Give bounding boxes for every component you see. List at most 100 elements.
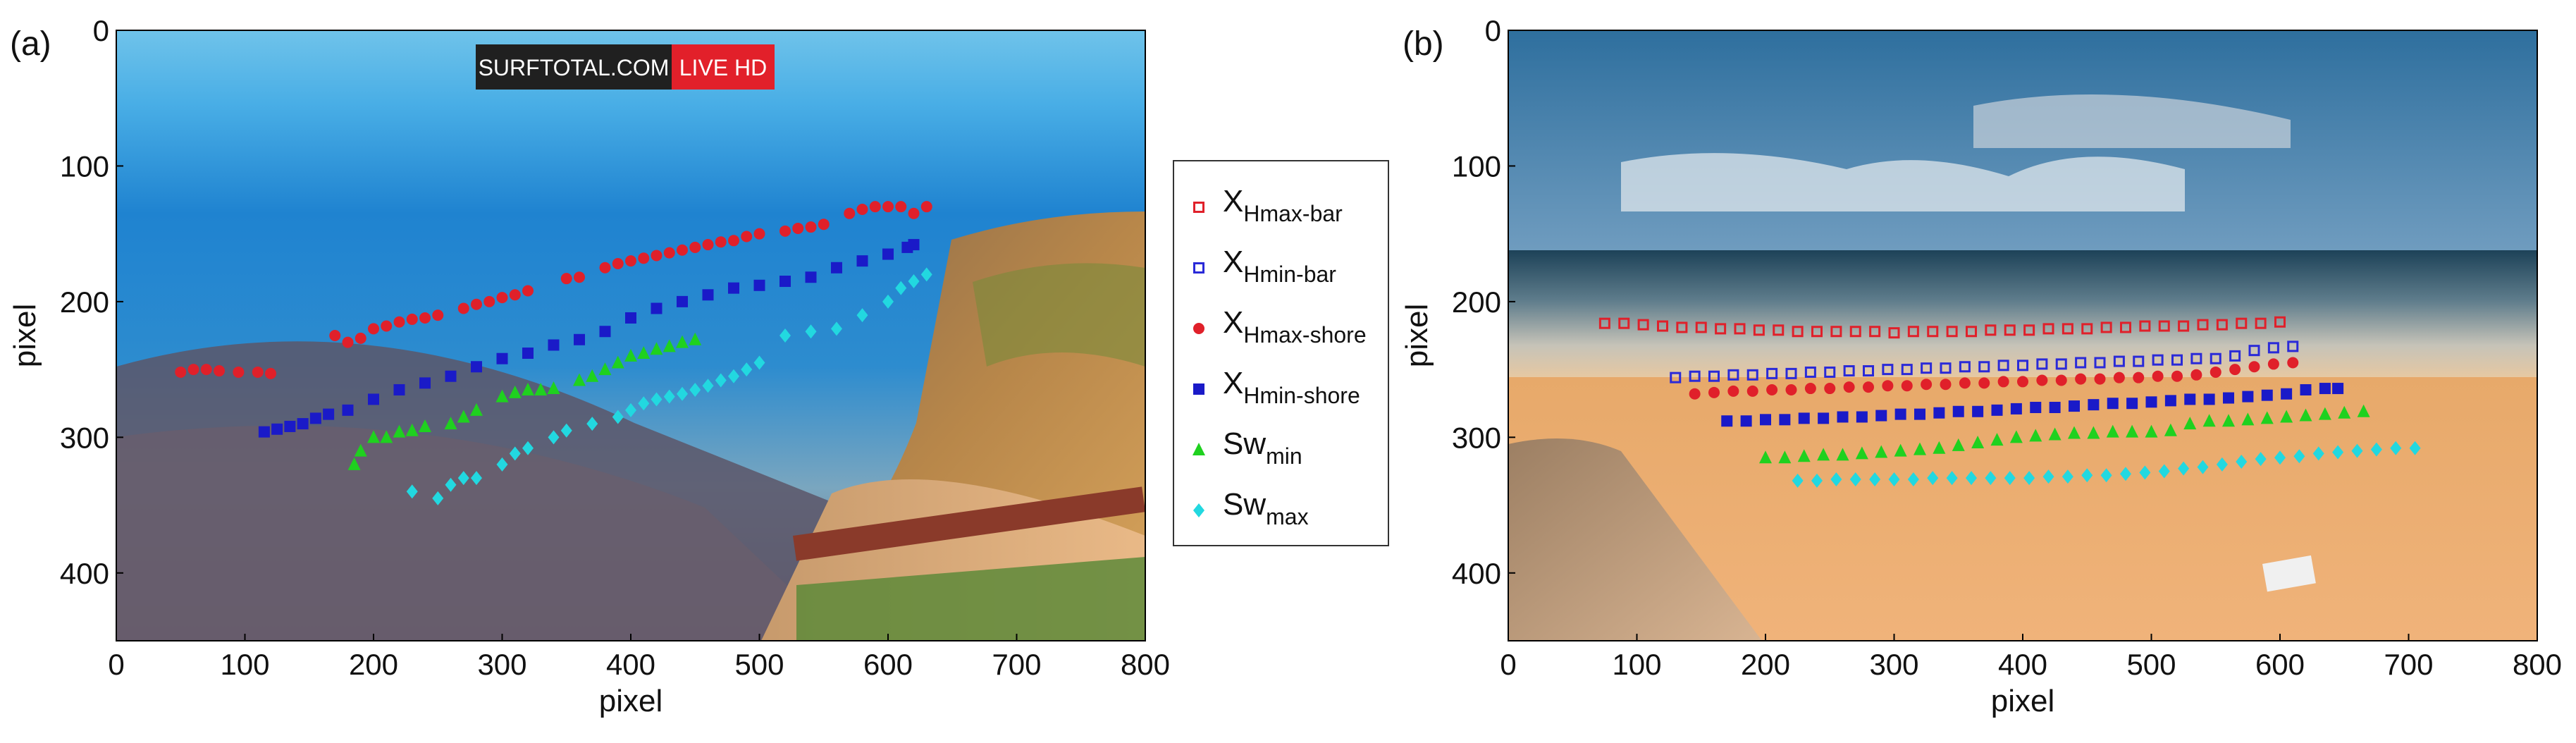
data-point — [599, 326, 611, 338]
data-point — [1946, 471, 1958, 486]
legend-marker — [1193, 503, 1204, 517]
data-point — [920, 267, 932, 282]
data-point — [457, 471, 469, 486]
data-point — [548, 339, 560, 351]
data-point — [856, 308, 868, 323]
data-point — [432, 491, 444, 505]
data-point — [444, 417, 457, 430]
data-point — [2010, 403, 2022, 415]
data-point — [1837, 411, 1849, 423]
panel-b-xtick-label: 500 — [2126, 648, 2176, 681]
data-point — [496, 352, 508, 364]
data-point — [2318, 407, 2331, 420]
data-point — [1598, 317, 1610, 329]
data-point — [2319, 383, 2331, 395]
legend-marker — [1193, 262, 1204, 274]
data-point — [252, 366, 264, 378]
data-point — [309, 412, 321, 424]
data-point — [1882, 380, 1894, 392]
data-point — [329, 330, 341, 341]
data-point — [1933, 407, 1945, 419]
watermark-left: SURFTOTAL.COM — [479, 55, 670, 80]
data-point — [715, 373, 727, 388]
data-point — [419, 312, 431, 324]
data-point — [702, 379, 714, 393]
data-point — [2267, 342, 2279, 354]
data-point — [1914, 408, 1925, 420]
data-point — [2390, 441, 2402, 455]
data-point — [702, 289, 714, 301]
data-point — [2216, 457, 2228, 472]
data-point — [2210, 366, 2221, 378]
data-point — [2370, 442, 2382, 457]
data-point — [1875, 410, 1887, 422]
data-point — [2139, 465, 2151, 480]
data-point — [625, 403, 636, 417]
data-point — [1927, 471, 1939, 486]
panel-a-xlabel: pixel — [599, 684, 663, 718]
data-point — [2287, 357, 2299, 369]
data-point — [1843, 365, 1855, 377]
data-point — [741, 231, 753, 242]
data-point — [1817, 448, 1830, 461]
data-point — [1804, 383, 1816, 395]
data-point — [2042, 323, 2054, 335]
data-point — [509, 446, 521, 461]
data-point — [1863, 381, 1874, 393]
data-point — [1676, 321, 1688, 333]
data-point — [1901, 364, 1913, 376]
data-point — [2300, 383, 2312, 395]
data-point — [1766, 367, 1778, 379]
data-point — [2004, 324, 2016, 336]
data-point — [2171, 354, 2183, 366]
data-point — [2287, 340, 2299, 352]
data-point — [611, 355, 624, 369]
data-point — [2036, 358, 2048, 370]
data-point — [2062, 323, 2073, 335]
data-point — [2184, 393, 2196, 405]
data-point — [1869, 326, 1881, 338]
data-point — [1940, 362, 1952, 374]
data-point — [2210, 352, 2221, 364]
legend-item-xhmin_bar: XHmin-bar — [1193, 245, 1336, 287]
panel-b-xtick-label: 800 — [2513, 648, 2562, 681]
data-point — [200, 364, 212, 376]
data-point — [2261, 389, 2273, 401]
data-point — [677, 244, 688, 256]
data-point — [323, 408, 335, 420]
data-point — [689, 382, 701, 397]
data-point — [2048, 427, 2062, 441]
data-point — [471, 298, 482, 310]
data-point — [1907, 472, 1919, 486]
panel-b-ytick-label: 400 — [1452, 557, 1501, 590]
data-point — [560, 423, 572, 438]
data-point — [2055, 358, 2067, 370]
data-point — [1766, 383, 1778, 395]
data-point — [715, 236, 727, 248]
data-point — [2158, 464, 2170, 479]
data-point — [805, 221, 817, 233]
data-point — [2409, 441, 2421, 455]
legend-label: XHmax-bar — [1223, 184, 1343, 226]
data-point — [2274, 450, 2286, 465]
data-point — [2280, 410, 2293, 423]
data-point — [2203, 393, 2215, 405]
data-point — [741, 362, 753, 377]
data-point — [1888, 327, 1900, 339]
data-point — [1971, 436, 1985, 449]
data-point — [1778, 450, 1792, 464]
data-point — [2216, 319, 2228, 331]
data-point — [2223, 392, 2234, 404]
panel-a-series-xhmin_shore — [258, 239, 920, 438]
data-point — [495, 389, 509, 403]
data-point — [2100, 321, 2112, 333]
data-point — [1721, 415, 1733, 427]
data-point — [1952, 438, 1965, 451]
panel-b-xtick-label: 200 — [1741, 648, 1790, 681]
data-point — [1927, 326, 1939, 338]
data-point — [1997, 376, 2009, 388]
data-point — [342, 404, 354, 416]
data-point — [1907, 326, 1919, 338]
data-point — [1849, 472, 1861, 486]
data-point — [676, 335, 689, 348]
